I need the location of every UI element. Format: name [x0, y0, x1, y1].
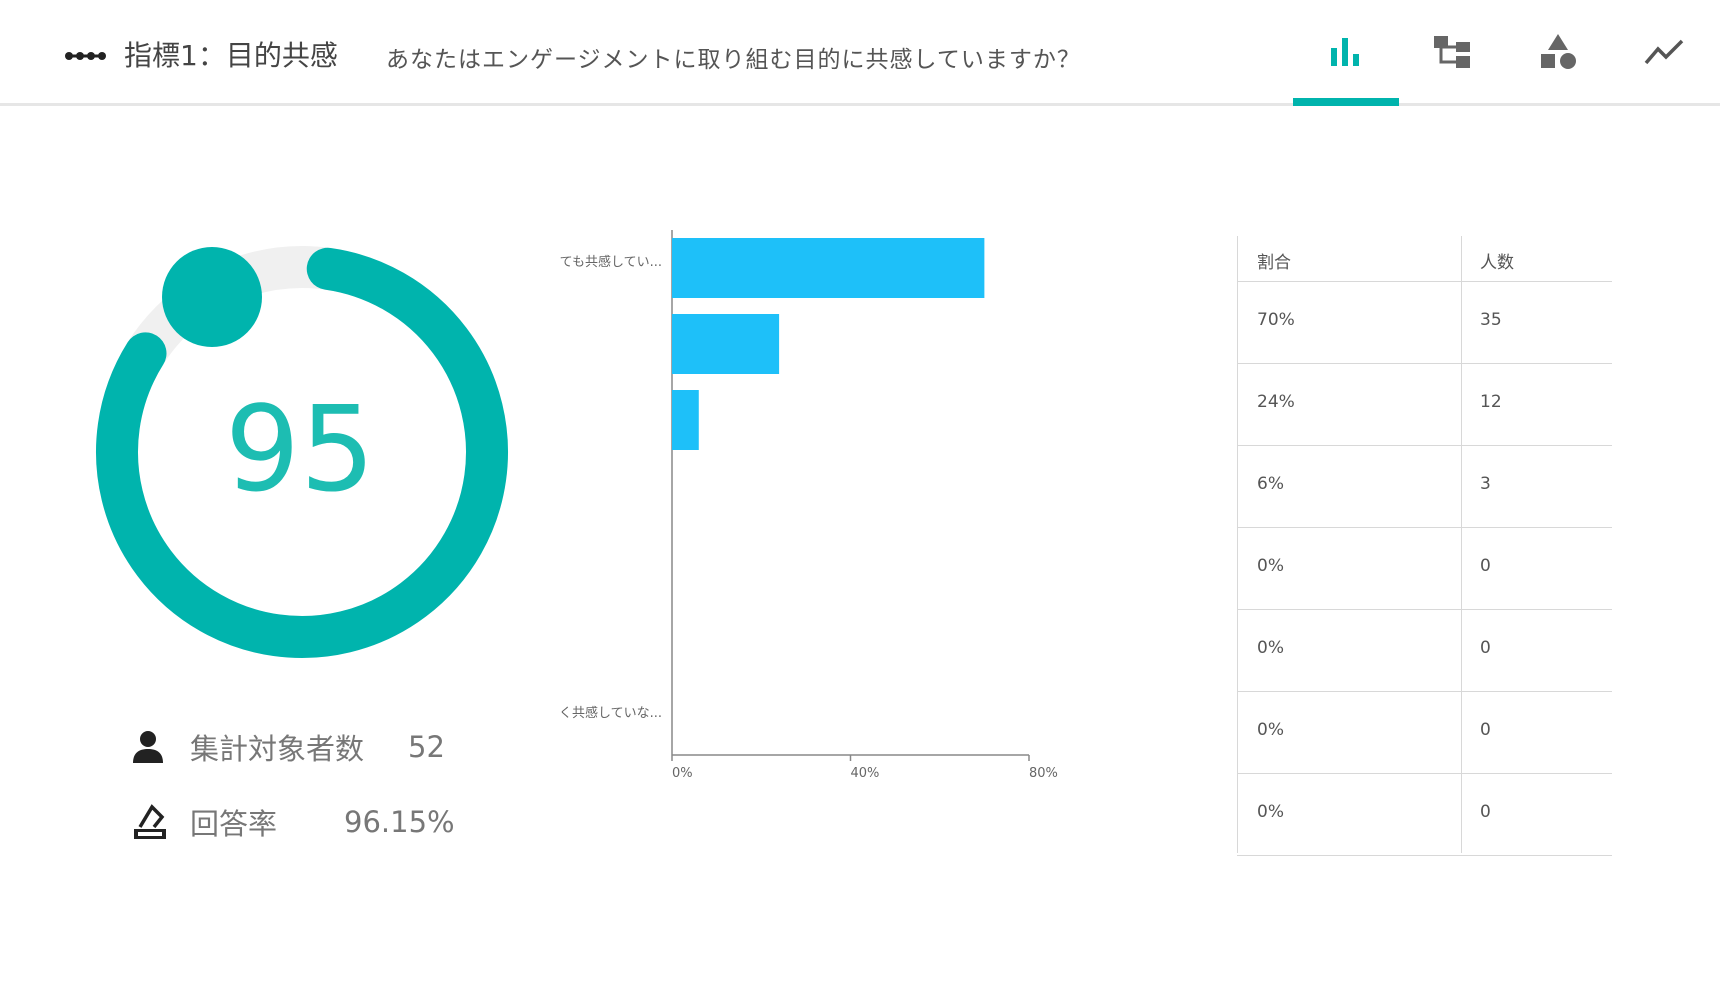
target-count-label: 集計対象者数 [190, 732, 365, 766]
table-column-divider [1461, 236, 1462, 853]
tab-shapes[interactable] [1505, 0, 1611, 103]
row-ratio: 0% [1257, 720, 1284, 740]
bar[interactable] [672, 314, 780, 374]
target-count-row: 集計対象者数 52 [132, 725, 445, 769]
table-row: 24% 12 [1237, 364, 1612, 446]
menu-dots-icon[interactable] [64, 46, 106, 66]
row-ratio: 0% [1257, 638, 1284, 658]
row-ratio: 0% [1257, 556, 1284, 576]
ring-indicator-dot [162, 247, 262, 347]
score-ring [96, 246, 508, 658]
bar[interactable] [672, 238, 985, 298]
table-row: 0% 0 [1237, 692, 1612, 774]
category-label: とても共感してい... [560, 254, 662, 270]
row-count: 35 [1480, 310, 1502, 330]
row-ratio: 70% [1257, 310, 1295, 330]
table-row: 0% 0 [1237, 528, 1612, 610]
table-row: 70% 35 [1237, 282, 1612, 364]
result-table: 割合 人数 70% 35 24% 12 6% 3 0% 0 0% 0 0% 0 … [1237, 236, 1612, 856]
row-ratio: 6% [1257, 474, 1284, 494]
ring-progress [96, 246, 508, 658]
category-label: 全く共感していな... [560, 705, 662, 721]
header-ratio: 割合 [1257, 253, 1291, 273]
table-row: 0% 0 [1237, 610, 1612, 692]
person-icon [133, 731, 163, 763]
header: 指標1：目的共感 あなたはエンゲージメントに取り組む目的に共感していますか？ [0, 0, 1720, 106]
row-count: 12 [1480, 392, 1502, 412]
table-row: 0% 0 [1237, 774, 1612, 856]
x-tick-label: 80% [1029, 766, 1058, 781]
question-text: あなたはエンゲージメントに取り組む目的に共感していますか？ [386, 47, 1081, 73]
table-row: 6% 3 [1237, 446, 1612, 528]
x-tick-label: 40% [851, 766, 880, 781]
bar-chart-icon [1331, 37, 1359, 66]
page-title: 指標1：目的共感 [124, 39, 338, 72]
tab-tree[interactable] [1399, 0, 1505, 103]
response-rate-row: 回答率 96.15% [132, 800, 455, 844]
response-rate-label: 回答率 [190, 807, 278, 841]
target-count-value: 52 [408, 730, 445, 764]
tab-bar-chart[interactable] [1293, 0, 1399, 106]
response-icon [134, 804, 166, 839]
score-value: 95 [224, 380, 376, 518]
tree-structure-icon [1434, 35, 1470, 68]
trend-line-icon [1644, 39, 1684, 64]
bar-chart: とても共感してい... 全く共感していな... 0% 40% 80% [560, 230, 1058, 781]
x-tick-label: 0% [672, 766, 693, 781]
table-header: 割合 人数 [1237, 236, 1612, 282]
row-count: 0 [1480, 720, 1491, 740]
tab-trend[interactable] [1611, 0, 1717, 103]
row-count: 0 [1480, 802, 1491, 822]
shapes-icon [1541, 33, 1576, 69]
response-rate-value: 96.15% [344, 805, 455, 839]
row-ratio: 0% [1257, 802, 1284, 822]
row-count: 3 [1480, 474, 1491, 494]
row-count: 0 [1480, 638, 1491, 658]
header-count: 人数 [1480, 253, 1514, 273]
table-left-border [1237, 236, 1238, 853]
bar[interactable] [672, 390, 699, 450]
row-count: 0 [1480, 556, 1491, 576]
row-ratio: 24% [1257, 392, 1295, 412]
